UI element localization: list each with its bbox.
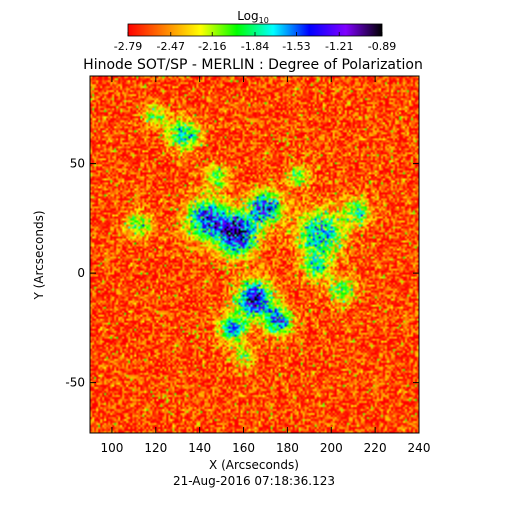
colorbar-tick-label: -1.21 (325, 40, 353, 53)
chart-title: Hinode SOT/SP - MERLIN : Degree of Polar… (83, 57, 423, 73)
colorbar-tick-label: -2.16 (198, 40, 226, 53)
colorbar-tick-label: -2.79 (114, 40, 142, 53)
colorbar-tick-labels: -2.79 -2.47 -2.16 -1.84 -1.53 -1.21 -0.89 (114, 40, 396, 53)
colorbar-title: Log10 (237, 9, 269, 25)
x-axis-ticks: 100 120 140 160 180 200 220 240 (100, 76, 430, 455)
x-tick-label: 240 (408, 441, 431, 455)
colorbar-tick-marks (127, 32, 383, 36)
y-tick-label: 0 (77, 266, 85, 280)
polarization-map (90, 76, 419, 433)
x-tick-label: 100 (100, 441, 123, 455)
y-axis-label: Y (Arcseconds) (32, 210, 46, 300)
plot-frame (89, 75, 420, 434)
colorbar-tick-label: -1.53 (282, 40, 310, 53)
colorbar-tick-label: -1.84 (241, 40, 269, 53)
colorbar-tick-label: -2.47 (157, 40, 185, 53)
plot-area: 100 120 140 160 180 200 220 240 -50 0 50 (65, 75, 430, 455)
colorbar-tick-label: -0.89 (368, 40, 396, 53)
y-tick-label: 50 (70, 157, 85, 171)
y-axis-ticks: -50 0 50 (65, 157, 419, 390)
observation-timestamp: 21-Aug-2016 07:18:36.123 (173, 474, 335, 488)
x-tick-label: 200 (320, 441, 343, 455)
x-axis-label: X (Arcseconds) (209, 458, 299, 472)
x-tick-label: 220 (364, 441, 387, 455)
x-tick-label: 140 (188, 441, 211, 455)
colorbar: Log10 -2.79 -2.47 -2.16 -1.84 -1.53 -1.21 -0.8… (114, 9, 396, 53)
x-tick-label: 120 (144, 441, 167, 455)
x-tick-label: 160 (232, 441, 255, 455)
y-tick-label: -50 (65, 376, 85, 390)
x-tick-label: 180 (276, 441, 299, 455)
